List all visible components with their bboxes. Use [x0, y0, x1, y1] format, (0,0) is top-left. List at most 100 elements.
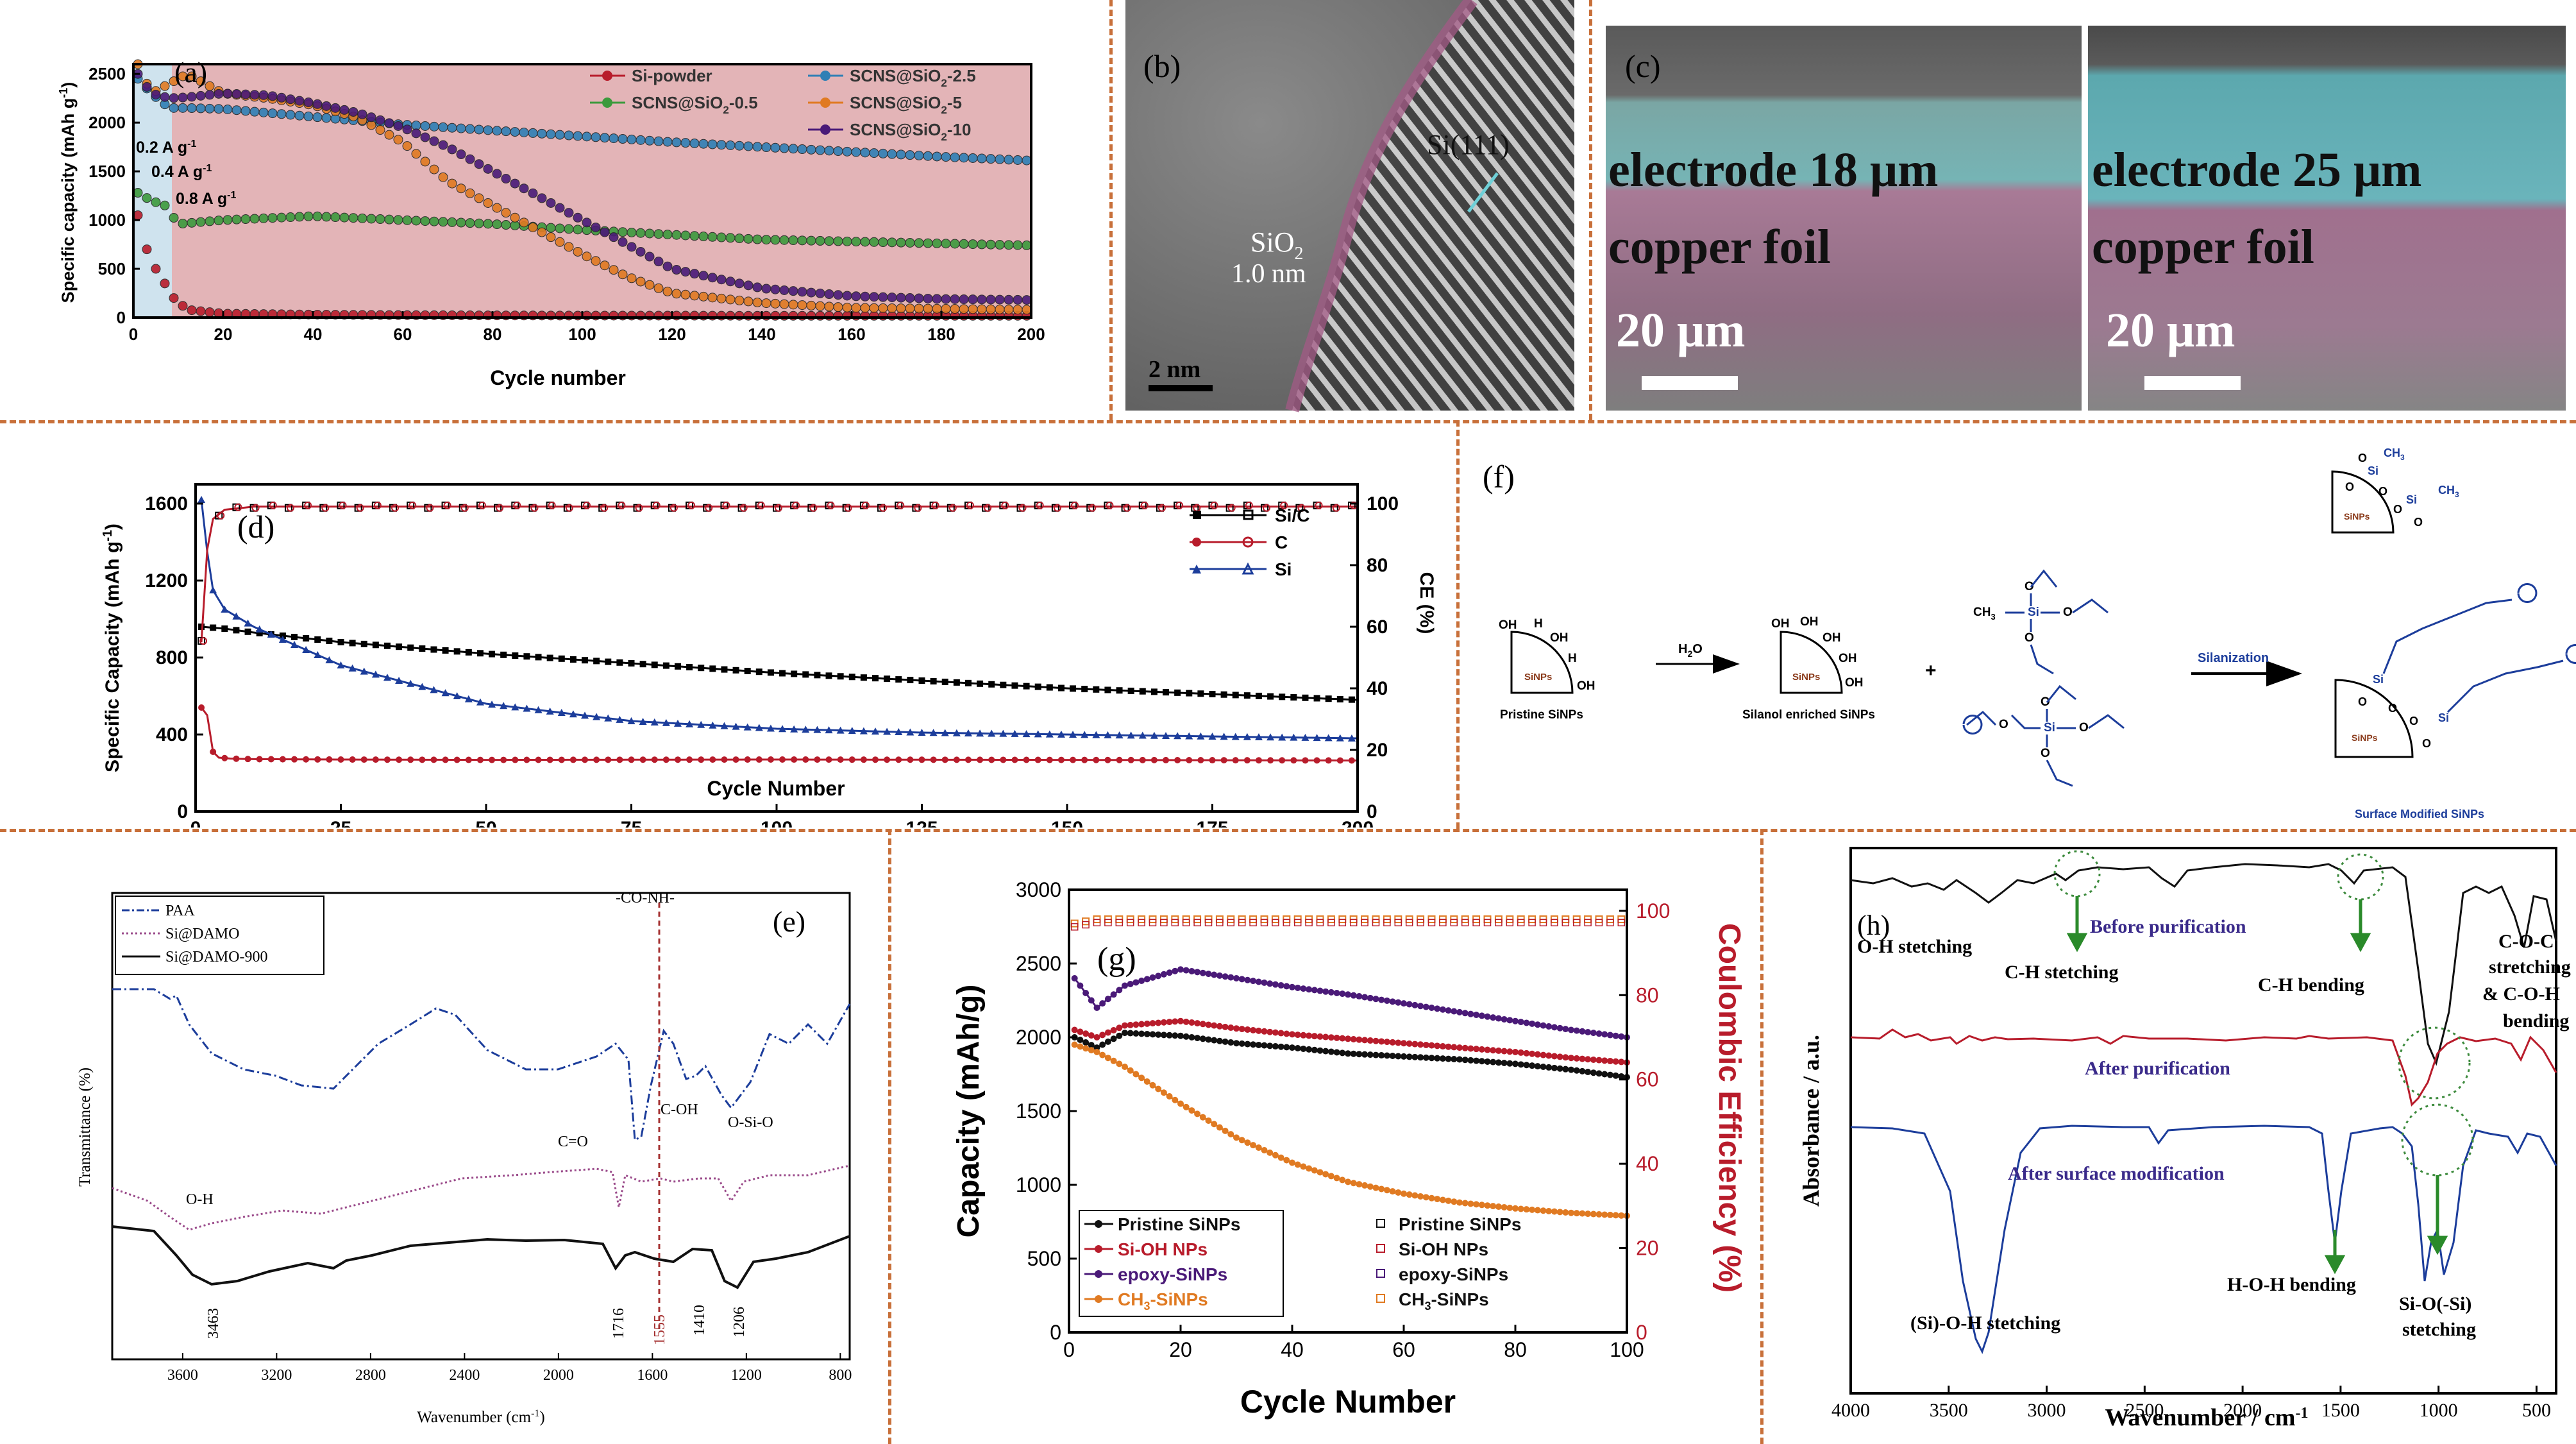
- data-point: [941, 756, 948, 763]
- data-point: [959, 294, 969, 305]
- data-point: [1439, 1055, 1446, 1062]
- svg-text:C-H stetching: C-H stetching: [2005, 962, 2118, 983]
- separator: [0, 420, 2576, 423]
- data-point: [512, 652, 519, 659]
- data-point: [1336, 734, 1344, 742]
- data-point: [1367, 1051, 1374, 1058]
- copper-label: copper foil: [1608, 220, 1831, 274]
- data-point: [833, 302, 843, 312]
- svg-text:O: O: [2388, 702, 2397, 715]
- ce-point: [1617, 919, 1626, 927]
- data-point: [725, 233, 736, 243]
- data-point: [1395, 1189, 1402, 1196]
- data-point: [616, 715, 624, 723]
- data-point: [348, 106, 358, 117]
- ce-point: [286, 504, 294, 512]
- data-point: [1216, 1124, 1223, 1131]
- data-point: [267, 631, 275, 638]
- scheme: (f) SiNPs OH H OHH OH Pristine SiNPs H2O …: [1483, 446, 2576, 820]
- data-point: [1082, 1030, 1090, 1037]
- data-point: [1093, 1005, 1100, 1011]
- data-point: [1585, 1056, 1592, 1063]
- x-tick-label: 2000: [543, 1367, 574, 1384]
- data-point: [842, 310, 852, 321]
- data-point: [860, 303, 870, 313]
- data-point: [537, 227, 547, 237]
- data-point: [1122, 1022, 1128, 1029]
- data-point: [178, 219, 188, 229]
- data-point: [977, 304, 987, 314]
- data-point: [383, 674, 391, 681]
- data-point: [1034, 756, 1041, 763]
- data-point: [1290, 733, 1298, 741]
- data-point: [321, 101, 332, 111]
- y-tick-label: 2500: [1016, 952, 1061, 975]
- data-point: [932, 294, 942, 304]
- data-point: [716, 232, 727, 242]
- data-point: [842, 302, 852, 312]
- data-point: [605, 658, 612, 665]
- data-point: [303, 756, 310, 763]
- data-point: [1070, 685, 1077, 692]
- data-point: [1160, 971, 1167, 978]
- data-point: [1350, 1035, 1357, 1042]
- data-point: [569, 756, 577, 763]
- data-point: [1345, 991, 1351, 998]
- data-point: [1333, 1034, 1340, 1041]
- data-point: [456, 123, 466, 133]
- xlabel: Cycle Number: [1240, 1384, 1456, 1420]
- data-point: [851, 147, 861, 157]
- ce-point: [460, 504, 469, 512]
- data-point: [402, 124, 412, 135]
- data-point: [1183, 1033, 1190, 1040]
- data-point: [1512, 1017, 1519, 1024]
- data-point: [447, 144, 457, 155]
- data-point: [824, 302, 834, 312]
- data-point: [895, 676, 902, 683]
- ce-point: [775, 504, 782, 512]
- data-point: [1188, 1034, 1195, 1041]
- data-point: [1088, 1047, 1095, 1054]
- data-point: [1233, 1134, 1240, 1141]
- ce-point: [234, 503, 242, 511]
- svg-text:CH3: CH3: [2384, 446, 2405, 462]
- data-point: [923, 151, 933, 161]
- data-point: [339, 212, 349, 223]
- data-point: [1517, 1061, 1524, 1068]
- ce-point: [1053, 504, 1061, 512]
- data-point: [196, 90, 206, 101]
- data-point: [1267, 693, 1274, 700]
- data-point: [1013, 294, 1023, 305]
- data-point: [1556, 1053, 1563, 1060]
- data-point: [419, 756, 426, 763]
- data-point: [964, 679, 972, 686]
- data-point: [1456, 1044, 1463, 1051]
- data-point: [285, 110, 296, 120]
- data-point: [1177, 1017, 1184, 1024]
- ce-point: [513, 501, 521, 509]
- data-point: [1163, 689, 1170, 696]
- data-point: [618, 269, 628, 280]
- y-tick-label: 1500: [88, 162, 126, 181]
- data-point: [221, 606, 229, 613]
- data-point: [671, 137, 682, 148]
- data-point: [1490, 1047, 1497, 1054]
- data-point: [279, 756, 286, 763]
- data-point: [210, 624, 217, 631]
- data-point: [653, 257, 664, 267]
- data-point: [837, 673, 844, 680]
- data-point: [232, 89, 242, 99]
- ce-point: [1372, 919, 1380, 927]
- x-tick-label: 80: [1504, 1338, 1527, 1361]
- data-point: [1149, 1031, 1156, 1038]
- data-point: [1110, 1057, 1117, 1064]
- data-point: [476, 756, 484, 763]
- data-point: [1317, 1033, 1324, 1040]
- y-tick-label: 1000: [1016, 1173, 1061, 1196]
- svg-text:O: O: [2041, 695, 2050, 709]
- ce-point: [1210, 501, 1218, 509]
- data-point: [1495, 1203, 1502, 1210]
- separator: [888, 829, 891, 1444]
- data-point: [848, 756, 855, 763]
- data-point: [221, 625, 228, 632]
